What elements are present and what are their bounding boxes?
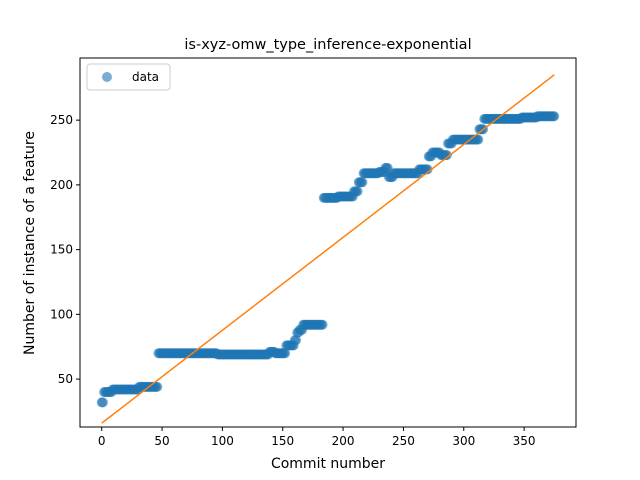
x-tick-label: 350 [513, 434, 536, 448]
legend-label: data [132, 70, 159, 84]
y-axis-label: Number of instance of a feature [22, 131, 38, 355]
data-point [280, 348, 291, 359]
legend-box [86, 63, 171, 91]
data-point [97, 397, 108, 408]
x-tick-label: 0 [98, 434, 106, 448]
data-point [352, 186, 363, 197]
x-tick-label: 250 [392, 434, 415, 448]
y-tick-label: 250 [50, 113, 73, 127]
data-point [291, 335, 302, 346]
x-tick-label: 50 [154, 434, 169, 448]
data-point [152, 381, 163, 392]
y-tick-label: 100 [50, 307, 73, 321]
plot-frame [79, 57, 577, 428]
data-point [549, 111, 560, 122]
data-point [317, 319, 328, 330]
y-axis: 50 100 150 200 250 [50, 113, 80, 386]
data-point [473, 134, 484, 145]
data-point [357, 177, 368, 188]
x-tick-label: 200 [332, 434, 355, 448]
data-point [422, 164, 433, 175]
x-tick-label: 300 [452, 434, 475, 448]
plot-marks [96, 74, 560, 424]
legend: data [86, 63, 171, 91]
x-axis: 0 50 100 150 200 250 300 350 [98, 427, 536, 448]
x-tick-label: 100 [211, 434, 234, 448]
x-tick-label: 150 [271, 434, 294, 448]
fit-line [101, 74, 555, 424]
y-tick-label: 200 [50, 178, 73, 192]
y-tick-label: 150 [50, 243, 73, 257]
chart-title: is-xyz-omw_type_inference-exponential [184, 37, 471, 53]
y-tick-label: 50 [58, 372, 73, 386]
data-point [441, 150, 452, 161]
x-axis-label: Commit number [271, 456, 385, 472]
legend-marker [102, 72, 112, 82]
